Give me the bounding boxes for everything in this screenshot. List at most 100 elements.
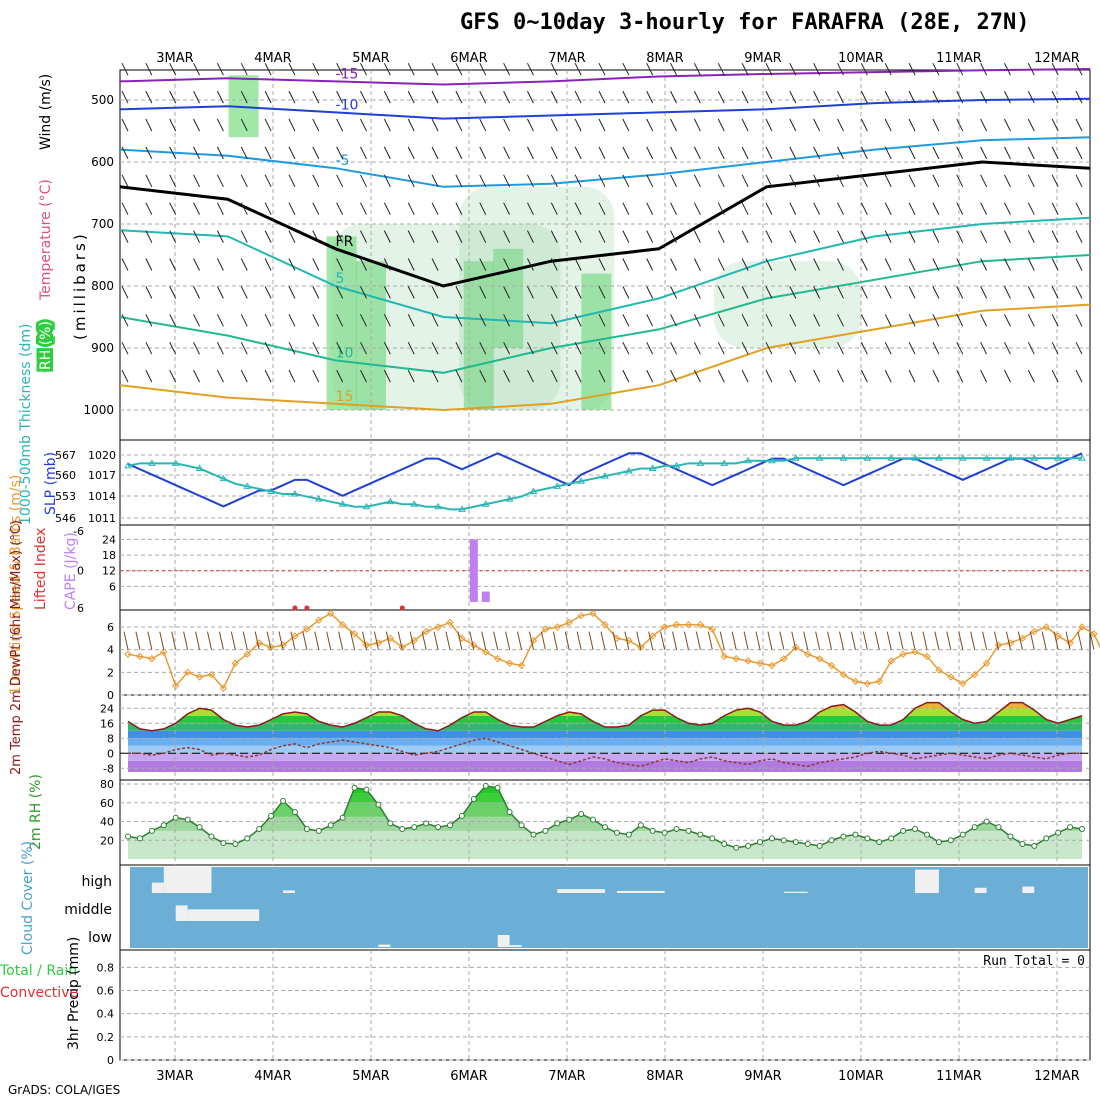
- rh-tick: 60: [100, 797, 114, 810]
- wind-barb: [1051, 258, 1059, 271]
- precip-convective-label: Convective: [0, 985, 78, 1001]
- wind-barb: [980, 314, 988, 327]
- wind-barb: [527, 174, 534, 188]
- wind-barb: [527, 202, 534, 215]
- wind-barb-10m: [409, 631, 415, 650]
- wind-barb: [383, 174, 391, 188]
- thickness-marker: [911, 454, 919, 461]
- thickness-marker: [219, 474, 228, 482]
- wind-barb: [264, 258, 272, 271]
- wind-barb-10m: [1017, 631, 1023, 650]
- wind-barb: [574, 341, 582, 355]
- wind-barb-10m: [373, 631, 379, 650]
- wind-barb: [1004, 90, 1011, 104]
- wind-barb: [193, 174, 200, 188]
- wind-barb: [479, 341, 487, 355]
- wind-speed-marker: [458, 634, 466, 643]
- wind-barb: [646, 230, 654, 243]
- rh-marker: [160, 822, 167, 829]
- wind-barb: [288, 258, 296, 271]
- wind-barb: [431, 118, 439, 132]
- side-label-rh: RH (%): [38, 321, 54, 370]
- wind-barb: [813, 341, 821, 355]
- cloud-background: [130, 867, 1088, 948]
- temp-band: [128, 745, 1082, 754]
- wind-barb: [383, 258, 391, 271]
- wind-speed-marker: [911, 648, 919, 656]
- li-tick: 6: [77, 602, 84, 615]
- panel-frame-slp: [119, 439, 1091, 526]
- rh-marker: [291, 809, 298, 816]
- wind-barb: [312, 230, 320, 243]
- wind-barb: [360, 202, 367, 215]
- li-tick: 0: [77, 565, 84, 578]
- temp-tick: 8: [107, 732, 114, 745]
- wind-barb: [216, 258, 224, 271]
- rh-marker: [697, 831, 704, 838]
- wind-speed-marker: [1030, 627, 1039, 636]
- wind-barb-10m: [123, 631, 129, 650]
- wind-barb: [1075, 202, 1083, 215]
- wind-barb-10m: [1077, 631, 1083, 650]
- wind-barb: [431, 146, 439, 160]
- rh-marker: [423, 820, 430, 827]
- cloud-cell: [163, 867, 212, 893]
- wind-barb: [312, 314, 320, 327]
- rh-marker: [900, 827, 907, 834]
- wind-speed-marker: [780, 655, 788, 663]
- wind-barb: [479, 146, 487, 160]
- li-tick: -6: [73, 525, 84, 538]
- wind-barb: [789, 202, 797, 215]
- date-label-bottom: 11MAR: [936, 1069, 982, 1084]
- rh-marker: [602, 824, 608, 831]
- rh-marker: [578, 811, 585, 817]
- thickness-marker: [434, 502, 442, 510]
- wind-barb: [527, 314, 534, 327]
- wind-barb: [598, 146, 606, 160]
- wind-barb: [264, 314, 272, 327]
- wind-barb: [240, 174, 248, 188]
- wind-barb: [240, 341, 248, 355]
- wind-barb: [169, 258, 177, 271]
- wind-barb: [193, 286, 200, 299]
- wind-barb: [1004, 258, 1011, 271]
- wind-barb: [884, 62, 892, 76]
- wind-barb: [670, 202, 677, 215]
- wind-barb-10m: [362, 631, 367, 650]
- wind-barb: [860, 118, 868, 132]
- panel-frame-wind: [119, 609, 1091, 696]
- wind-barb: [216, 286, 224, 299]
- wind-barb: [884, 369, 892, 383]
- wind-barb-10m: [242, 631, 248, 650]
- wind-speed-marker: [589, 609, 597, 618]
- wind-speed-marker: [792, 643, 800, 652]
- wind-barb: [550, 90, 558, 104]
- wind-barb: [1027, 258, 1035, 271]
- wind-barb-10m: [350, 631, 356, 650]
- wind-barb: [503, 341, 511, 355]
- wind-barb: [145, 341, 153, 355]
- wind-barb: [121, 90, 129, 104]
- date-label-top: 4MAR: [254, 51, 291, 66]
- wind-barb: [574, 202, 582, 215]
- wind-barb-10m: [803, 631, 809, 650]
- wind-barb: [980, 369, 988, 383]
- wind-barb: [264, 341, 272, 355]
- wind-barb-10m: [1065, 631, 1071, 650]
- wind-barb: [455, 118, 463, 132]
- wind-barb: [932, 90, 940, 104]
- wind-barb: [288, 62, 296, 76]
- wind-speed-marker: [959, 679, 967, 688]
- isotherm-10: [119, 254, 1091, 374]
- wind-speed-marker: [136, 652, 144, 661]
- wind-barb: [1027, 341, 1035, 355]
- wind-speed-marker: [338, 621, 347, 629]
- rh-marker: [256, 826, 263, 832]
- wind-barb: [407, 174, 415, 188]
- wind-barb: [145, 230, 153, 243]
- rh-tick: 40: [100, 816, 114, 829]
- rh-marker: [852, 831, 859, 838]
- wind-barb-10m: [862, 631, 868, 650]
- wind-barb: [932, 258, 940, 271]
- thickness-marker: [1006, 454, 1015, 461]
